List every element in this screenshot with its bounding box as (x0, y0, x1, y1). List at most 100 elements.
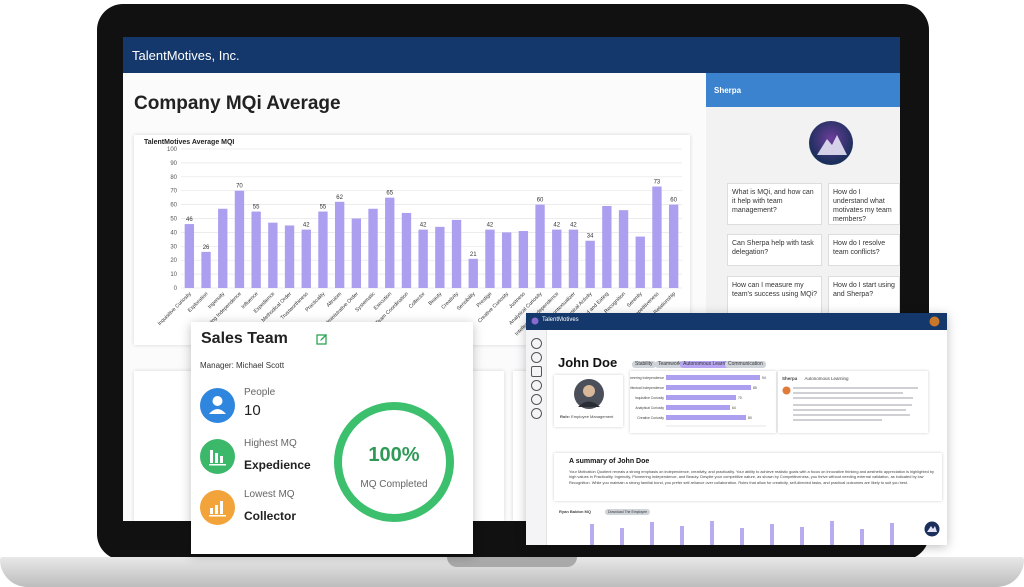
sherpa-logo (809, 121, 853, 165)
sales-team-card: Sales Team Manager: Michael Scott People… (191, 322, 473, 554)
profile-bar-chart: Pioneering Independence 94 Intellectual In… (625, 375, 766, 427)
bar (468, 258, 478, 288)
data-label: 70 (236, 184, 243, 190)
data-label: 55 (320, 205, 327, 211)
role-value: Employee Management (571, 414, 614, 419)
team-title: Sales Team (201, 330, 288, 347)
sherpa-prompt[interactable]: How do I understand what motivates my te… (828, 183, 900, 225)
mq-completion-label: MQ Completed (360, 479, 428, 490)
bar (552, 229, 562, 288)
page-title: Company MQi Average (134, 93, 341, 114)
people-icon (200, 388, 235, 423)
edit-icon[interactable] (316, 332, 328, 345)
bar (585, 240, 595, 288)
mq-mini-chart (590, 521, 894, 545)
bar (501, 232, 512, 288)
trait-tag: Stability (632, 361, 656, 368)
sherpa-avatar-icon (782, 386, 791, 395)
profile-bar-value: 85 (753, 386, 757, 390)
sherpa-prompt[interactable]: How do I start using and Sherpa? (828, 276, 900, 318)
summary-card: A summary of John Doe Your Motivation Qu… (554, 453, 942, 501)
data-label: 46 (186, 217, 193, 223)
y-tick-label: 20 (170, 258, 177, 264)
bar (218, 208, 228, 288)
bar (301, 229, 311, 288)
data-label: 42 (420, 223, 427, 229)
role-label: Role: (560, 414, 570, 419)
data-label: 26 (203, 245, 210, 251)
bar (485, 229, 495, 288)
bar (351, 218, 362, 288)
team-icon[interactable] (531, 394, 542, 405)
trait-tag: Teamwork (655, 361, 684, 368)
user-icon[interactable] (531, 352, 542, 363)
user-avatar-icon[interactable] (929, 316, 940, 327)
app-title: TalentMotives, Inc. (132, 48, 240, 63)
chart-title: TalentMotives Average MQI (144, 139, 234, 146)
sherpa-chat-icon[interactable] (924, 521, 940, 537)
profile-photo-card: Role: Employee Management (554, 375, 623, 427)
bar (184, 224, 195, 288)
bar (451, 219, 462, 288)
data-label: 34 (587, 234, 594, 240)
y-tick-label: 60 (170, 203, 177, 209)
y-tick-label: 90 (170, 161, 177, 167)
sherpa-prompt[interactable]: How do I resolve team conflicts? (828, 234, 900, 266)
summary-text: Your Motivation Quotient reveals a stron… (569, 469, 934, 485)
bar (201, 251, 211, 288)
bar (602, 205, 612, 288)
laptop-notch (447, 557, 577, 567)
profile-bar-label: Analytical Curiosity (635, 406, 664, 410)
bar (234, 190, 245, 288)
lowest-mq-label: Lowest MQ (244, 489, 295, 500)
data-label: 60 (537, 198, 544, 204)
profile-bar-value: 94 (762, 376, 766, 380)
sherpa-header: Sherpa (706, 73, 900, 107)
bar (652, 186, 662, 288)
mq-completion-value: 100% (368, 444, 420, 466)
bar (418, 229, 428, 288)
y-tick-label: 0 (174, 286, 178, 292)
home-icon[interactable] (531, 338, 542, 349)
data-label: 42 (303, 223, 310, 229)
team-manager: Manager: Michael Scott (200, 361, 285, 370)
app-logo-icon (531, 317, 539, 325)
data-label: 42 (487, 223, 494, 229)
settings-icon[interactable] (531, 408, 542, 419)
profile-icon[interactable] (531, 366, 542, 377)
sherpa-prompt[interactable]: How can I measure my team's success usin… (727, 276, 822, 318)
profile-bar (666, 375, 760, 380)
profile-photo (574, 379, 604, 409)
bar (618, 210, 629, 288)
bar (334, 201, 345, 288)
bar (668, 204, 679, 288)
y-tick-label: 100 (167, 147, 178, 153)
y-tick-label: 40 (170, 230, 177, 236)
trait-tag: Communication (725, 361, 766, 368)
chart-icon[interactable] (531, 380, 542, 391)
sherpa-prompt[interactable]: What is MQi, and how can it help with te… (727, 183, 822, 225)
profile-bar (666, 415, 746, 420)
people-label: People (244, 387, 276, 398)
bar (385, 197, 395, 288)
data-label: 60 (670, 198, 677, 204)
sherpa-prompt[interactable]: Can Sherpa help with task delegation? (727, 234, 822, 266)
bar (635, 236, 645, 288)
profile-bar-value: 80 (748, 416, 752, 420)
sherpa-title: Sherpa (714, 86, 742, 95)
profile-bar-label: Inquisitive Curiosity (635, 396, 665, 400)
bar (251, 211, 261, 288)
download-button[interactable]: Download The Employee (605, 509, 651, 515)
y-tick-label: 80 (170, 175, 177, 181)
y-tick-label: 30 (170, 244, 177, 250)
data-label: 42 (570, 223, 577, 229)
x-tick-label: Sensibility (456, 291, 477, 312)
y-tick-label: 10 (170, 272, 177, 278)
x-tick-label: Team Coordination (375, 291, 410, 326)
profile-bar-value: 64 (732, 406, 736, 410)
data-label: 73 (654, 180, 661, 186)
insight-sherpa-label: Sherpa (782, 376, 798, 381)
summary-name: John Doe (617, 458, 650, 465)
sherpa-insight-card: Sherpa Autonomous Learning (778, 371, 928, 433)
profile-window: TalentMotives John Doe Stability Teamwor… (526, 313, 947, 545)
